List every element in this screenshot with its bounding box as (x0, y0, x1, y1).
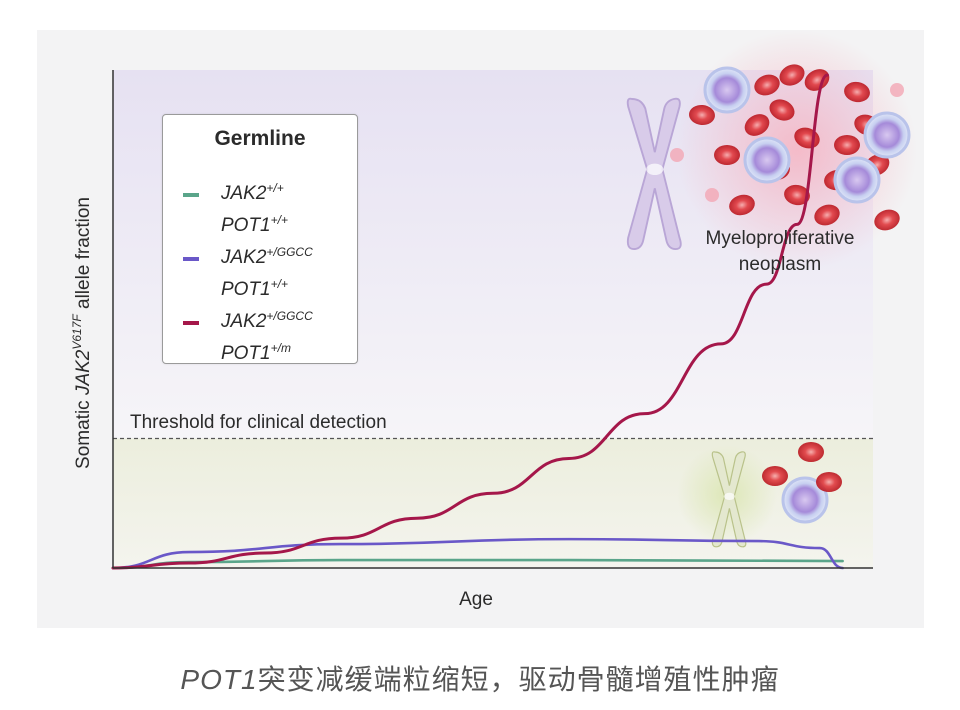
red-blood-cell-icon (804, 69, 830, 91)
platelet-icon (890, 83, 904, 97)
chromosome-lower-icon (711, 451, 747, 548)
red-blood-cell-icon (844, 81, 870, 103)
red-blood-cell-icon (762, 466, 788, 486)
red-blood-cell-icon (784, 184, 810, 206)
legend-swatch (183, 257, 199, 261)
red-blood-cell-icon (689, 104, 715, 126)
threshold-label: Threshold for clinical detection (130, 412, 387, 433)
white-blood-cell-icon (781, 476, 829, 524)
red-blood-cell-icon (779, 64, 805, 86)
red-blood-cell-icon (874, 209, 900, 231)
platelet-icon (705, 188, 719, 202)
red-blood-cell-icon (769, 99, 795, 121)
legend-swatch (183, 321, 199, 325)
red-blood-cell-icon (744, 114, 770, 136)
figure-panel: Age Somatic JAK2V617F allele fraction Th… (37, 30, 924, 628)
caption-text: 突变减缓端粒缩短，驱动骨髓增殖性肿瘤 (257, 663, 780, 696)
x-axis-label: Age (459, 589, 493, 610)
red-blood-cell-icon (816, 472, 842, 492)
legend-title: Germline (214, 127, 306, 150)
series-line-3 (111, 73, 829, 570)
platelet-icon (670, 148, 684, 162)
legend-label: JAK2+/GGCC POT1+/+ (221, 245, 313, 300)
caption-gene: POT1 (180, 664, 258, 695)
legend-label: JAK2+/GGCC POT1+/m (221, 309, 313, 364)
legend: Germline JAK2+/+ POT1+/+ JAK2+/GGCC POT1… (162, 114, 358, 364)
red-blood-cell-icon (729, 194, 755, 216)
white-blood-cell-icon (743, 136, 791, 184)
annotation-line-2: neoplasm (739, 254, 821, 275)
chart: Age Somatic JAK2V617F allele fraction Th… (70, 30, 917, 610)
red-blood-cell-icon (814, 204, 840, 226)
red-blood-cell-icon (714, 145, 740, 165)
caption: POT1突变减缓端粒缩短，驱动骨髓增殖性肿瘤 (0, 658, 960, 698)
legend-label: JAK2+/+ POT1+/+ (221, 181, 288, 236)
white-blood-cell-icon (703, 66, 751, 114)
centromere (724, 492, 735, 500)
red-blood-cell-icon (834, 135, 860, 155)
legend-swatch (183, 193, 199, 197)
series-line-2 (111, 537, 844, 570)
white-blood-cell-icon (833, 156, 881, 204)
illustrations (626, 30, 917, 548)
centromere (646, 163, 664, 175)
annotation-line-1: Myeloproliferative (706, 228, 855, 249)
red-blood-cell-icon (798, 442, 824, 462)
y-axis-label: Somatic JAK2V617F allele fraction (70, 197, 94, 469)
axes (112, 70, 873, 569)
chromosome-upper-icon (626, 97, 682, 251)
series-lines (111, 73, 844, 570)
white-blood-cell-icon (863, 111, 911, 159)
red-blood-cell-icon (754, 74, 780, 96)
